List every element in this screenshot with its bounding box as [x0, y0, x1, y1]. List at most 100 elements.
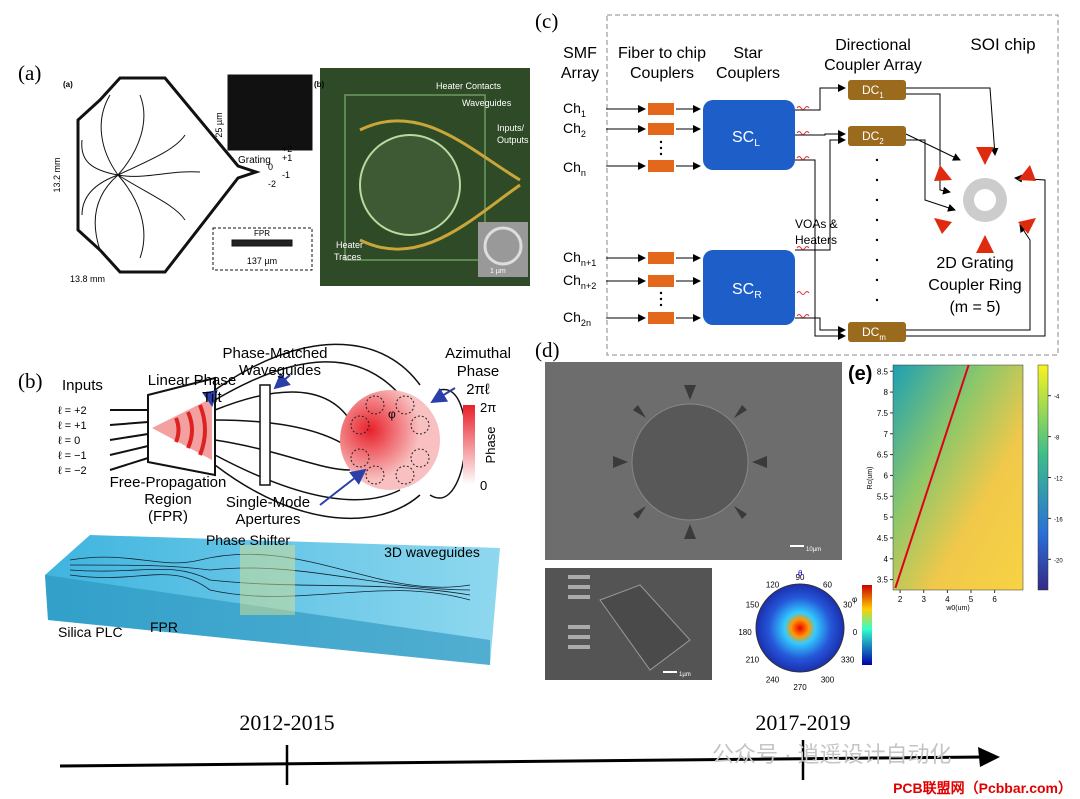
label: Free-Propagation — [110, 474, 227, 491]
label: 25 µm — [214, 112, 224, 137]
polar-angle-label: 240 — [766, 676, 780, 685]
label: +2 — [282, 144, 292, 154]
label: 10µm — [806, 547, 821, 553]
label: Chn — [563, 159, 586, 178]
label: VOAs & — [795, 217, 838, 231]
label-main: Ch — [563, 100, 581, 116]
y-tick-label: 8 — [884, 388, 889, 397]
label: 2π — [480, 400, 496, 415]
label: Ch1 — [563, 100, 586, 119]
polar-angle-label: 330 — [841, 656, 855, 665]
label: Phase — [483, 427, 498, 464]
timeline-label: 2017-2019 — [755, 710, 850, 735]
panel-label: (d) — [535, 338, 560, 362]
site-label: PCB联盟网（Pcbbar.com） — [893, 780, 1072, 796]
label: Couplers — [716, 65, 780, 82]
label-sub: R — [754, 290, 762, 301]
polar-angle-label: 60 — [823, 580, 832, 589]
label: (a) — [63, 80, 73, 89]
label: 0 — [480, 478, 487, 493]
label: Ch2 — [563, 120, 586, 139]
label-main: Ch — [563, 309, 581, 325]
label-sub: 2 — [879, 137, 883, 146]
label: Silica PLC — [58, 624, 123, 640]
label: Fiber to chip — [618, 45, 706, 62]
timeline — [59, 740, 1080, 799]
label-sub: L — [754, 138, 760, 149]
label: Phase — [457, 363, 500, 380]
panel-b-art — [45, 343, 500, 665]
label: Inputs — [62, 377, 103, 394]
panel-label: (e) — [848, 363, 872, 385]
y-tick-label: 4 — [884, 555, 889, 564]
polar-angle-label: 120 — [766, 580, 780, 589]
label: 1 µm — [490, 268, 506, 275]
label-sub: 2 — [581, 129, 586, 139]
label: DC1 — [862, 83, 884, 100]
label: Chn+2 — [563, 272, 596, 291]
label-main: DC — [862, 129, 880, 143]
fit-line — [894, 364, 970, 589]
label: SCL — [732, 129, 760, 149]
colorbar-tick-label: -16 — [1054, 517, 1063, 523]
label: ℓ = −1 — [58, 450, 87, 462]
label-main: Ch — [563, 249, 581, 265]
label: w0(um) — [945, 605, 969, 612]
y-tick-label: 5.5 — [877, 492, 889, 501]
label: Apertures — [235, 511, 300, 528]
polar-angle-label: 150 — [746, 601, 760, 610]
label: ℓ = +1 — [58, 420, 87, 432]
label: θ — [798, 569, 803, 578]
label-sub: 2n — [581, 318, 591, 328]
panel-a-photo — [320, 68, 530, 286]
y-tick-label: 6.5 — [877, 451, 889, 460]
label: Couplers — [630, 65, 694, 82]
label: -2 — [268, 179, 276, 189]
y-tick-label: 5 — [884, 513, 889, 522]
label: (FPR) — [148, 508, 188, 525]
label: -1 — [282, 170, 290, 180]
label: Waveguides — [239, 362, 321, 379]
label: Outputs — [497, 135, 529, 145]
polar-angle-label: 30 — [843, 601, 852, 610]
label: 3D waveguides — [384, 544, 480, 560]
label: SMF — [563, 45, 597, 62]
label: +1 — [282, 153, 292, 163]
label: φ — [388, 407, 396, 421]
label: Heater — [336, 240, 363, 250]
polar-angle-label: 300 — [821, 676, 835, 685]
label-main: SC — [732, 281, 754, 298]
label-main: Ch — [563, 272, 581, 288]
panel-label: (a) — [18, 61, 41, 85]
y-tick-label: 3.5 — [877, 576, 889, 585]
panel-e-art — [892, 364, 1049, 591]
label: 2πℓ — [466, 381, 490, 398]
label: Coupler Ring — [928, 277, 1021, 294]
label-sub: n+2 — [581, 281, 596, 291]
label: Region — [144, 491, 192, 508]
y-tick-label: 7.5 — [877, 409, 889, 418]
label: 13.8 mm — [70, 274, 105, 284]
polar-angle-label: 180 — [738, 628, 752, 637]
label: 2D Grating — [936, 255, 1013, 272]
label-sub: 1 — [879, 91, 883, 100]
label: ℓ = −2 — [58, 465, 87, 477]
colorbar-tick-label: -8 — [1054, 436, 1060, 442]
label: FPR — [254, 229, 270, 238]
polar-angle-label: 90 — [796, 573, 805, 582]
panel-d-art — [545, 362, 872, 680]
label: Array — [561, 65, 599, 82]
x-tick-label: 3 — [922, 595, 927, 604]
label: Heater Contacts — [436, 81, 502, 91]
label: Traces — [334, 252, 362, 262]
label-sub: n+1 — [581, 258, 596, 268]
x-tick-label: 2 — [898, 595, 903, 604]
label: Waveguides — [462, 98, 512, 108]
watermark: 公众号 · 逍遥设计自动化 — [712, 742, 952, 767]
panel-a-art — [76, 74, 313, 274]
colorbar-tick-label: -12 — [1054, 477, 1063, 483]
label: 1µm — [679, 672, 691, 678]
label: Phase Shifter — [206, 532, 290, 548]
label: φ — [852, 595, 857, 604]
